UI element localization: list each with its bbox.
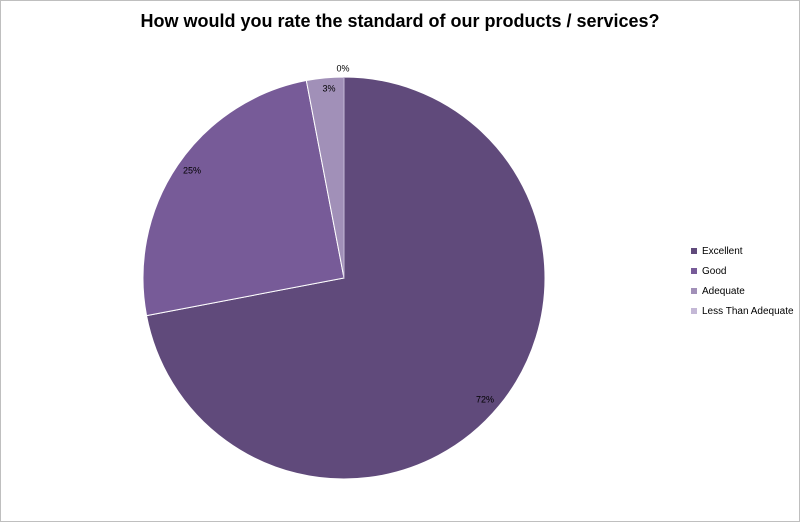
legend-item-excellent: Excellent <box>691 241 794 261</box>
chart-legend: Excellent Good Adequate Less Than Adequate <box>691 241 794 321</box>
data-label-excellent: 72% <box>476 394 494 404</box>
legend-label-good: Good <box>702 265 727 277</box>
legend-label-adequate: Adequate <box>702 285 745 297</box>
pie-slice-good <box>142 79 345 317</box>
legend-swatch-less-than-adequate <box>691 308 697 314</box>
legend-label-excellent: Excellent <box>702 245 743 257</box>
data-label-good: 25% <box>183 165 201 175</box>
legend-item-adequate: Adequate <box>691 281 794 301</box>
legend-item-good: Good <box>691 261 794 281</box>
pie-slice-excellent <box>145 76 546 480</box>
legend-label-less-than-adequate: Less Than Adequate <box>702 305 794 317</box>
data-label-adequate: 3% <box>322 83 335 93</box>
legend-swatch-adequate <box>691 288 697 294</box>
data-label-less-than-adequate: 0% <box>336 63 349 73</box>
legend-item-less-than-adequate: Less Than Adequate <box>691 301 794 321</box>
legend-swatch-good <box>691 268 697 274</box>
chart-title: How would you rate the standard of our p… <box>140 11 660 31</box>
legend-swatch-excellent <box>691 248 697 254</box>
